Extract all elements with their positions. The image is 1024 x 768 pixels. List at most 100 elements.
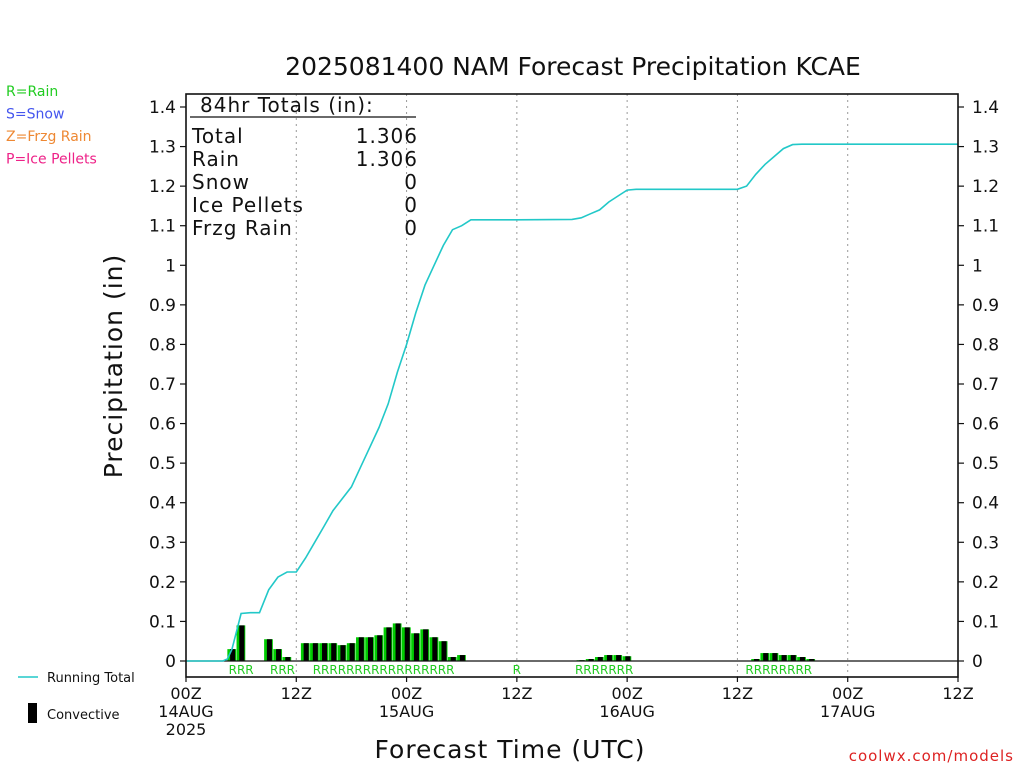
- convective-legend-label: Convective: [47, 708, 120, 723]
- y-tick-label: 1: [165, 256, 176, 276]
- precip-type-marker: RRR: [270, 663, 295, 677]
- y-tick-label-right: 0.2: [972, 573, 999, 593]
- totals-header: 84hr Totals (in):: [200, 93, 374, 117]
- type-legend-item: S=Snow: [6, 107, 64, 123]
- y-tick-label: 0.2: [149, 573, 176, 593]
- convective-bar: [790, 655, 796, 661]
- convective-bar: [276, 649, 282, 661]
- x-tick-label: 12Z: [722, 684, 753, 703]
- y-tick-label: 0.3: [149, 533, 176, 553]
- totals-row-label: Ice Pellets: [192, 193, 304, 217]
- precip-type-markers: RRR RRR RRRRRRRRRRRRRRRRR R RRRRRRR RRRRRRRR: [229, 663, 813, 677]
- totals-row-label: Rain: [192, 147, 240, 171]
- y-tick-label-right: 1.2: [972, 177, 999, 197]
- precip-type-marker: RRRRRRRRRRRRRRRRR: [313, 663, 455, 677]
- convective-bar: [606, 655, 612, 661]
- y-axis-ticks: 0 00.1 0.10.2 0.20.3 0.30.4 0.40.5 0.50.6 0.60.…: [149, 98, 999, 672]
- y-tick-label: 1.4: [149, 98, 176, 118]
- y-tick-label-right: 0: [972, 652, 983, 672]
- y-tick-label: 1.3: [149, 138, 176, 158]
- x-tick-label: 16AUG: [599, 702, 654, 721]
- convective-bar: [413, 633, 419, 661]
- convective-bar: [450, 657, 456, 661]
- convective-bar: [349, 643, 355, 661]
- convective-bar: [340, 645, 346, 661]
- y-tick-label-right: 0.9: [972, 296, 999, 316]
- y-tick-label-right: 1.1: [972, 217, 999, 237]
- totals-row-value: 0: [404, 170, 418, 194]
- precip-bars: [227, 623, 816, 661]
- convective-bar: [597, 657, 603, 661]
- convective-bar: [303, 643, 309, 661]
- x-tick-label: 17AUG: [820, 702, 875, 721]
- convective-bar: [809, 659, 815, 661]
- x-tick-label: 15AUG: [379, 702, 434, 721]
- convective-bar: [395, 623, 401, 661]
- convective-bar: [386, 627, 392, 661]
- precip-type-marker: RRR: [229, 663, 254, 677]
- y-tick-label-right: 1: [972, 256, 983, 276]
- y-tick-label: 0.5: [149, 454, 176, 474]
- convective-bar: [367, 637, 374, 661]
- y-tick-label-right: 1.3: [972, 138, 999, 158]
- totals-row-label: Frzg Rain: [192, 216, 293, 240]
- y-tick-label: 0.9: [149, 296, 176, 316]
- type-legend-item: R=Rain: [6, 84, 58, 100]
- convective-bar: [266, 639, 272, 661]
- convective-bar: [799, 657, 805, 661]
- convective-bar: [625, 656, 631, 661]
- series-legend: Running Total Convective: [18, 671, 135, 723]
- x-tick-label: 12Z: [501, 684, 532, 703]
- convective-bar: [432, 637, 438, 661]
- totals-row-value: 1.306: [356, 124, 418, 148]
- convective-bar: [441, 641, 447, 661]
- x-tick-label: 12Z: [281, 684, 312, 703]
- precip-type-marker: R: [513, 663, 521, 677]
- y-tick-label: 0.6: [149, 415, 176, 435]
- convective-bar: [331, 643, 337, 661]
- convective-bar: [753, 659, 760, 661]
- y-tick-label-right: 0.3: [972, 533, 999, 553]
- convective-bar: [781, 655, 787, 661]
- totals-row-label: Snow: [192, 170, 250, 194]
- precip-type-legend: R=Rain S=Snow Z=Frzg Rain P=Ice Pellets: [6, 84, 97, 168]
- totals-box: 84hr Totals (in): Total 1.306 Rain 1.306 Sno…: [190, 93, 418, 240]
- totals-row-value: 1.306: [356, 147, 418, 171]
- convective-bar: [772, 653, 778, 661]
- convective-bar: [616, 655, 622, 661]
- x-tick-label: 00Z: [391, 684, 422, 703]
- x-tick-label: 00Z: [170, 684, 201, 703]
- plot-frame: [185, 93, 959, 678]
- y-tick-label-right: 0.1: [972, 612, 999, 632]
- y-tick-label-right: 0.4: [972, 494, 999, 514]
- y-tick-label: 1.1: [149, 217, 176, 237]
- precip-type-marker: RRRRRRRR: [745, 663, 812, 677]
- convective-bar: [763, 653, 769, 661]
- x-tick-label: 2025: [166, 720, 207, 739]
- convective-bar: [312, 643, 318, 661]
- totals-row-label: Total: [191, 124, 244, 148]
- credit-text: coolwx.com/models: [849, 747, 1014, 765]
- y-tick-label-right: 0.5: [972, 454, 999, 474]
- y-tick-label-right: 1.4: [972, 98, 999, 118]
- x-axis-label: Forecast Time (UTC): [375, 735, 646, 764]
- y-tick-label: 0.1: [149, 612, 176, 632]
- totals-row-value: 0: [404, 216, 418, 240]
- x-tick-label: 14AUG: [158, 702, 213, 721]
- convective-bar: [588, 659, 594, 661]
- y-tick-label-right: 0.7: [972, 375, 999, 395]
- convective-bar: [459, 655, 465, 661]
- convective-bar: [322, 643, 328, 661]
- chart-title: 2025081400 NAM Forecast Precipitation KC…: [285, 52, 861, 81]
- convective-bar: [239, 625, 245, 661]
- type-legend-item: Z=Frzg Rain: [6, 129, 92, 145]
- y-tick-label: 1.2: [149, 177, 176, 197]
- convective-bar: [423, 629, 429, 661]
- convective-legend-swatch: [28, 703, 37, 723]
- type-legend-item: P=Ice Pellets: [6, 152, 97, 168]
- vertical-grid: [295, 94, 849, 677]
- y-tick-label-right: 0.6: [972, 415, 999, 435]
- y-tick-label: 0.7: [149, 375, 176, 395]
- convective-bar: [285, 657, 291, 661]
